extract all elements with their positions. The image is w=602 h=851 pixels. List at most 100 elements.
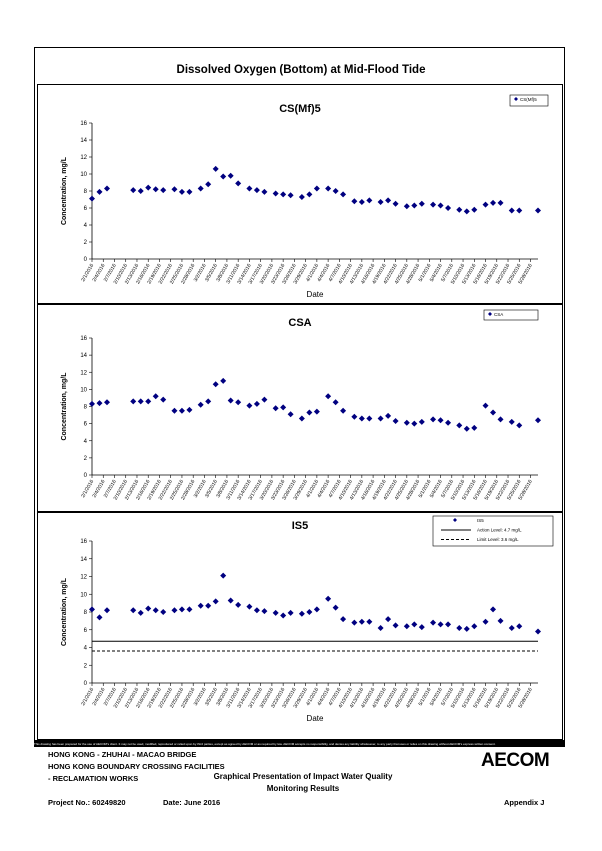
- data-point: [482, 201, 489, 208]
- data-point: [246, 603, 253, 610]
- data-point: [445, 419, 452, 426]
- data-point: [220, 572, 227, 579]
- data-point: [437, 202, 444, 209]
- data-point: [385, 412, 392, 419]
- data-point: [287, 609, 294, 616]
- data-point: [89, 400, 95, 407]
- data-point: [220, 173, 227, 180]
- footer-project-line1: HONG KONG - ZHUHAI - MACAO BRIDGE: [48, 750, 197, 759]
- y-tick-label: 12: [80, 155, 87, 161]
- y-tick-label: 6: [84, 422, 88, 428]
- data-point: [490, 606, 497, 613]
- chart-title: IS5: [292, 520, 309, 532]
- footer-date: Date: June 2016: [163, 798, 221, 807]
- data-point: [287, 411, 294, 418]
- data-point: [306, 409, 313, 416]
- data-point: [313, 408, 320, 415]
- data-point: [253, 607, 260, 614]
- data-point: [280, 191, 287, 198]
- data-point: [508, 624, 515, 631]
- y-tick-label: 14: [80, 138, 87, 144]
- data-point: [280, 612, 287, 619]
- y-tick-label: 2: [84, 456, 88, 462]
- footer-project-line2: HONG KONG BOUNDARY CROSSING FACILITIES: [48, 762, 225, 771]
- data-point: [145, 184, 152, 191]
- data-point: [332, 188, 339, 194]
- data-point: [358, 415, 365, 422]
- data-point: [152, 607, 159, 614]
- data-point: [197, 401, 204, 408]
- data-point: [535, 628, 541, 635]
- y-tick-label: 6: [84, 628, 88, 634]
- y-tick-label: 4: [84, 646, 88, 652]
- data-point: [411, 202, 418, 209]
- legend-entry: CSA: [494, 312, 503, 317]
- chart-title: CS(Mf)5: [279, 103, 321, 115]
- data-point: [403, 203, 410, 210]
- chart-panel-csmf5: CS(Mf)5 0 2 4 6 8 10 12 14 16 Concentration, mg/L 2…: [37, 84, 563, 305]
- legend-box: [509, 94, 549, 107]
- footer-report-title-1: Graphical Presentation of Impact Water Q…: [213, 772, 393, 781]
- data-point: [171, 407, 178, 414]
- chart-title: CSA: [288, 317, 311, 329]
- data-point: [298, 415, 305, 422]
- data-point: [246, 402, 253, 409]
- data-point: [160, 609, 167, 615]
- data-point: [340, 616, 347, 623]
- data-point: [205, 398, 212, 405]
- data-point: [392, 200, 399, 207]
- data-point: [227, 597, 234, 604]
- data-point: [411, 420, 418, 427]
- data-point: [482, 618, 489, 625]
- chart-panel-is5: IS5 0 2 4 6 8 10 12 14 16 Concentration, mg/L 2/1/2…: [37, 511, 563, 740]
- data-point: [456, 206, 463, 213]
- data-point: [103, 607, 110, 614]
- data-point: [160, 187, 167, 194]
- legend-entry: Limit Level: 3.6 mg/L: [477, 537, 519, 542]
- y-tick-label: 8: [84, 610, 88, 616]
- x-axis-label: Date: [307, 290, 324, 299]
- y-axis-label: Concentration, mg/L: [61, 372, 68, 441]
- data-point: [186, 188, 193, 195]
- y-tick-label: 4: [84, 439, 88, 445]
- data-point: [471, 623, 478, 630]
- data-point: [89, 606, 95, 613]
- data-point: [152, 186, 159, 193]
- data-point: [103, 185, 110, 192]
- data-point: [313, 606, 320, 613]
- data-point: [178, 407, 185, 414]
- data-point: [366, 415, 373, 422]
- data-point: [445, 621, 452, 628]
- data-point: [272, 190, 279, 197]
- y-axis-label: Concentration, mg/L: [61, 156, 68, 225]
- data-point: [358, 199, 365, 206]
- data-point: [471, 424, 478, 431]
- data-point: [152, 393, 159, 400]
- data-point: [418, 624, 425, 631]
- data-point: [306, 191, 313, 198]
- data-point: [298, 610, 305, 617]
- data-point: [463, 425, 470, 432]
- data-point: [130, 187, 137, 194]
- data-point: [463, 625, 470, 632]
- data-point: [535, 417, 541, 424]
- data-point: [456, 624, 463, 631]
- data-point: [403, 419, 410, 426]
- data-point: [137, 609, 144, 616]
- data-point: [377, 415, 384, 422]
- disclaimer-bar: This drawing has been prepared for the u…: [34, 741, 565, 747]
- data-point: [411, 621, 418, 628]
- data-point: [351, 413, 358, 420]
- data-point: [490, 409, 497, 416]
- data-point: [332, 399, 339, 406]
- y-tick-label: 10: [80, 172, 87, 178]
- data-point: [272, 405, 279, 412]
- y-axis-label: Concentration, mg/L: [61, 577, 68, 646]
- data-point: [366, 618, 373, 625]
- y-tick-label: 16: [80, 336, 87, 342]
- legend-box: [432, 515, 554, 547]
- data-point: [212, 381, 219, 388]
- data-point: [280, 404, 287, 411]
